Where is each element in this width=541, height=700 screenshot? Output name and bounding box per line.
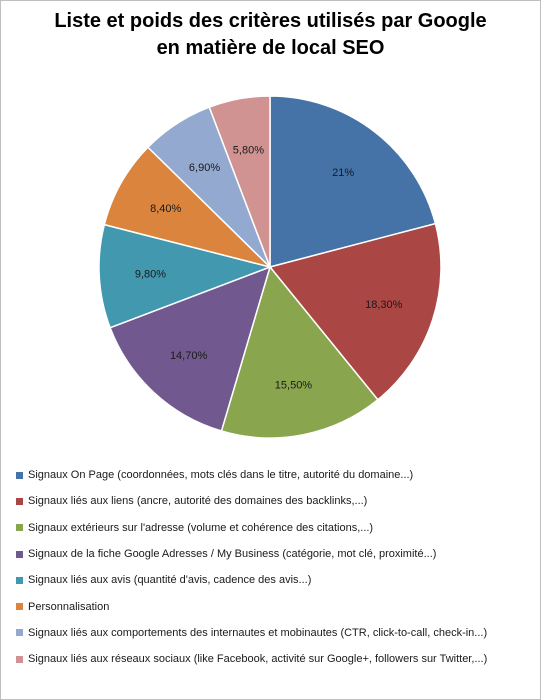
- pie-slice-3: [220, 265, 379, 439]
- chart-legend: Signaux On Page (coordonnées, mots clés …: [16, 462, 536, 672]
- legend-item-2: Signaux liés aux liens (ancre, autorité …: [16, 488, 536, 514]
- legend-item-3: Signaux extérieurs sur l'adresse (volume…: [16, 515, 536, 541]
- legend-swatch-7: [16, 629, 23, 637]
- chart-title-line-1: Liste et poids des critères utilisés par…: [54, 10, 487, 32]
- legend-item-5: Signaux liés aux avis (quantité d'avis, …: [16, 567, 536, 593]
- legend-item-4: Signaux de la fiche Google Adresses / My…: [16, 541, 536, 567]
- pie-slice-5: [98, 223, 273, 329]
- legend-swatch-5: [16, 576, 23, 584]
- pie-slice-label-3: 15,50%: [275, 379, 313, 391]
- legend-label-4: Signaux de la fiche Google Adresses / My…: [28, 548, 437, 561]
- legend-label-7: Signaux liés aux comportements des inter…: [28, 626, 488, 639]
- pie-chart: 21% 18,30% 15,50% 14,70% 9,80% 8,40% 6,90% 5,80…: [98, 95, 442, 439]
- legend-label-2: Signaux liés aux liens (ancre, autorité …: [28, 495, 368, 508]
- pie-slice-8: [208, 95, 271, 268]
- legend-label-5: Signaux liés aux avis (quantité d'avis, …: [28, 574, 312, 587]
- legend-label-3: Signaux extérieurs sur l'adresse (volume…: [28, 521, 374, 534]
- legend-swatch-3: [16, 524, 23, 532]
- legend-swatch-8: [16, 655, 23, 663]
- legend-item-1: Signaux On Page (coordonnées, mots clés …: [16, 462, 536, 488]
- legend-label-8: Signaux liés aux réseaux sociaux (like F…: [28, 653, 488, 666]
- legend-swatch-4: [16, 550, 23, 558]
- legend-item-7: Signaux liés aux comportements des inter…: [16, 620, 536, 646]
- legend-label-1: Signaux On Page (coordonnées, mots clés …: [28, 469, 414, 482]
- pie-slice-label-7: 6,90%: [189, 162, 220, 174]
- legend-label-6: Personnalisation: [28, 600, 110, 613]
- legend-swatch-2: [16, 497, 23, 505]
- legend-swatch-6: [16, 603, 23, 611]
- legend-swatch-1: [16, 471, 23, 479]
- pie-slice-label-6: 8,40%: [150, 203, 181, 215]
- pie-slice-label-4: 14,70%: [170, 350, 208, 362]
- pie-slice-label-2: 18,30%: [365, 299, 403, 311]
- pie-slice-label-8: 5,80%: [233, 144, 264, 156]
- pie-slice-1: [269, 95, 437, 268]
- legend-item-8: Signaux liés aux réseaux sociaux (like F…: [16, 646, 536, 672]
- pie-slice-2: [268, 222, 442, 401]
- pie-slice-6: [103, 146, 273, 269]
- pie-slice-label-1: 21%: [332, 167, 354, 179]
- chart-title: Liste et poids des critères utilisés par…: [0, 8, 541, 62]
- pie-slice-label-5: 9,80%: [135, 269, 166, 281]
- pie-slice-4: [109, 265, 272, 432]
- legend-item-6: Personnalisation: [16, 593, 536, 619]
- chart-title-line-2: en matière de local SEO: [156, 37, 385, 59]
